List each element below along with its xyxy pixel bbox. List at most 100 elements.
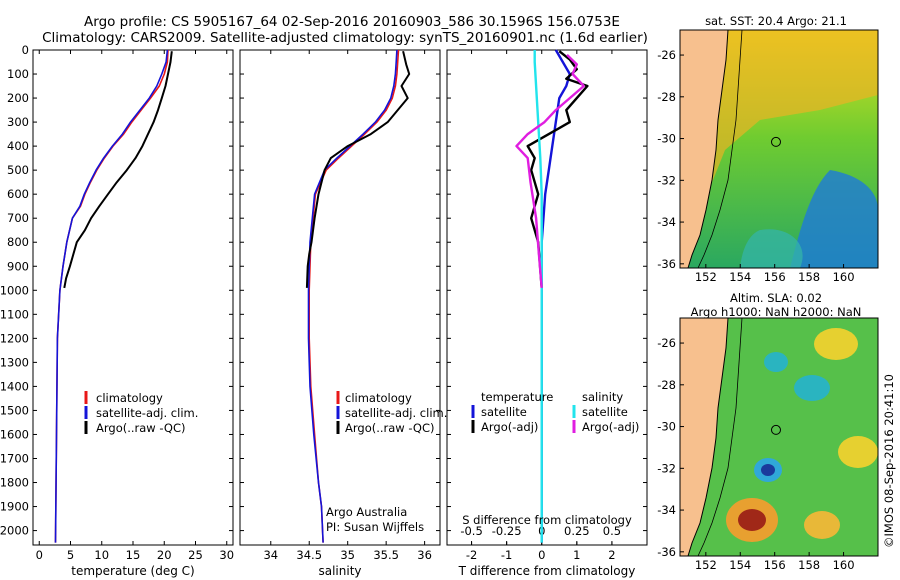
series-line-argo-raw-qc- (63, 51, 173, 289)
x-tick-label: 25 (188, 548, 203, 562)
map-x-tick-label: 154 (729, 270, 751, 284)
x-tick-label: 20 (157, 548, 172, 562)
coastline (687, 30, 729, 268)
legend-label-satellite: satellite-adj. clim. (345, 406, 447, 420)
legend-label-satellite: satellite-adj. clim. (96, 406, 198, 420)
x-tick-label: 2 (608, 548, 615, 562)
sla-map (680, 318, 878, 556)
series-line-salinity-satellite (533, 50, 543, 543)
map-x-tick-label: 158 (798, 270, 820, 284)
y-tick-label: 800 (7, 235, 29, 249)
sst-map-frame (679, 29, 879, 269)
map-y-tick-label: -34 (657, 215, 676, 229)
x-tick-label: 34 (263, 548, 278, 562)
shelf-contour (697, 30, 743, 268)
series-line-satellite-adj-clim- (307, 49, 398, 543)
y-tick-label: 1900 (0, 500, 29, 514)
difference-legend: temperature salinity satellite Argo(-adj… (462, 390, 639, 527)
copyright-stamp: ©IMOS 08-Sep-2016 20:41:10 (882, 374, 896, 548)
salinity-plot-frame (239, 49, 441, 546)
temperature-xlabel: temperature (deg C) (71, 564, 194, 578)
y-tick-label: 1600 (0, 427, 29, 441)
x-tick-label: 1 (573, 548, 580, 562)
x-tick-label: -2 (466, 548, 477, 562)
sla-low-eddy (838, 436, 878, 468)
x-tick-label: 30 (219, 548, 234, 562)
x-tick-label: 34.5 (296, 548, 322, 562)
y-tick-label: 100 (7, 67, 29, 81)
s-tick-label: -0.5 (460, 524, 482, 538)
s-tick-label: 0.5 (603, 524, 621, 538)
x-tick-label: 15 (126, 548, 141, 562)
map-x-tick-label: 152 (695, 558, 717, 572)
sla-low-core (761, 464, 775, 476)
shelf-contour (697, 318, 743, 556)
map-y-tick-label: -34 (657, 503, 676, 517)
x-tick-label: 35.5 (373, 548, 399, 562)
y-tick-label: 500 (7, 163, 29, 177)
y-tick-label: 300 (7, 115, 29, 129)
x-tick-label: 10 (94, 548, 109, 562)
salinity-xlabel: salinity (318, 564, 361, 578)
sst-warm-band (705, 30, 878, 200)
map-y-tick-label: -28 (657, 378, 676, 392)
map-x-tick-label: 156 (764, 558, 786, 572)
legend-label-temp-argo: Argo(-adj) (481, 420, 538, 434)
sla-high-eddy (814, 328, 858, 360)
sla-low-eddy (794, 375, 830, 401)
header-line1: Argo profile: CS 5905167_64 02-Sep-2016 … (84, 14, 620, 30)
map-y-tick-label: -32 (657, 173, 676, 187)
map-x-tick-label: 154 (729, 558, 751, 572)
s-diff-axis-label: S difference from climatology (462, 513, 632, 527)
series-line-argo-raw-qc- (305, 50, 411, 288)
y-tick-label: 1400 (0, 379, 29, 393)
annotation-line1: Argo Australia (326, 505, 407, 519)
annotation-line2: PI: Susan Wijffels (326, 520, 424, 534)
y-tick-label: 900 (7, 259, 29, 273)
profile-location-marker (770, 424, 781, 435)
map-y-tick-label: -32 (657, 461, 676, 475)
sla-map-subtitle: Argo h1000: NaN h2000: NaN (691, 305, 862, 319)
sst-map (680, 30, 878, 268)
map-y-tick-label: -36 (657, 545, 676, 559)
y-tick-label: 2000 (0, 524, 29, 538)
salinity-legend: climatology satellite-adj. clim. Argo(..… (326, 391, 447, 534)
legend-label-temp-satellite: satellite (481, 405, 527, 419)
x-tick-label: 35 (340, 548, 355, 562)
x-tick-label: 0 (538, 548, 545, 562)
y-tick-label: 1000 (0, 283, 29, 297)
map-y-tick-label: -26 (657, 336, 676, 350)
map-y-tick-label: -28 (657, 90, 676, 104)
x-tick-label: 5 (67, 548, 74, 562)
sla-map-title: Altim. SLA: 0.02 (730, 291, 822, 305)
legend-title-temperature: temperature (481, 390, 553, 404)
temperature-plot: 0100200300400500600700800900100011001200… (0, 43, 234, 562)
temperature-plot-frame (32, 49, 234, 546)
sst-cool-patch (740, 229, 803, 268)
header-line2: Climatology: CARS2009. Satellite-adjuste… (42, 30, 648, 46)
y-tick-label: 0 (22, 43, 29, 57)
sla-low-eddy (764, 352, 788, 372)
sst-map-axes: 152 154 156 158 160 -26 -28 -30 -32 -34 -36 (657, 48, 854, 284)
series-line-climatology (54, 49, 169, 543)
y-tick-label: 1700 (0, 451, 29, 465)
y-tick-label: 1200 (0, 331, 29, 345)
series-line-satellite-adj-clim- (54, 49, 169, 543)
x-tick-label: 0 (36, 548, 43, 562)
s-tick-label: 0.25 (564, 524, 590, 538)
series-line-salinity-argo-adj- (515, 53, 585, 288)
coastline (687, 318, 729, 556)
difference-plot-frame (446, 49, 648, 546)
difference-plot: -2 -1 0 1 2-0.5 -0.25 0 0.25 0.5 (447, 49, 647, 562)
land (680, 30, 728, 268)
x-tick-label: 36 (417, 548, 432, 562)
sst-map-title: sat. SST: 20.4 Argo: 21.1 (705, 14, 847, 28)
legend-label-sal-argo: Argo(-adj) (582, 420, 639, 434)
map-x-tick-label: 160 (833, 270, 855, 284)
y-tick-label: 400 (7, 139, 29, 153)
map-y-tick-label: -30 (657, 420, 676, 434)
legend-title-salinity: salinity (582, 390, 623, 404)
y-tick-label: 1100 (0, 307, 29, 321)
map-y-tick-label: -30 (657, 132, 676, 146)
